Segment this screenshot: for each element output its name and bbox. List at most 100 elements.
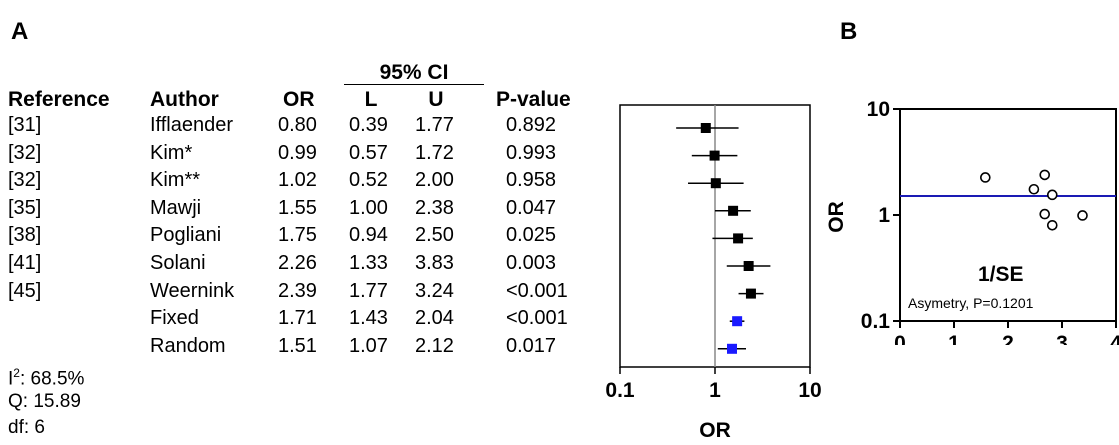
funnel-x-tick-label: 1 — [948, 332, 960, 345]
cell-pvalue: 0.892 — [506, 114, 557, 136]
forest-point — [732, 316, 743, 327]
forest-point — [710, 178, 721, 189]
cell-or: 1.02 — [278, 169, 317, 192]
funnel-point — [1077, 210, 1088, 221]
i2-label: I — [8, 368, 14, 390]
funnel-point — [1039, 208, 1051, 220]
funnel-point — [1028, 183, 1040, 195]
funnel-y-label: OR — [825, 201, 848, 233]
funnel-annotation: Asymetry, P=0.1201 — [908, 295, 1034, 311]
cell-upper: 2.50 — [415, 224, 454, 247]
funnel-y-tick-label: 0.1 — [861, 310, 891, 333]
forest-point — [709, 150, 720, 161]
funnel-plot: 0 1 2 3 4 0.1 1 10 Asymetry, P=0.1201 OR — [825, 98, 1119, 345]
cell-upper: 2.04 — [415, 307, 454, 330]
header-or: OR — [283, 88, 315, 111]
forest-x-tick-label: 1 — [709, 379, 721, 402]
stat-i2: I2: 68.5% — [8, 366, 84, 390]
cell-reference: [32] — [8, 169, 42, 192]
funnel-y-tick-label: 1 — [878, 204, 890, 227]
cell-author: Fixed — [150, 307, 199, 330]
cell-lower: 0.57 — [349, 141, 388, 164]
cell-upper: 3.83 — [415, 252, 454, 274]
cell-reference: [32] — [8, 141, 42, 164]
i2-value: : 68.5% — [19, 368, 85, 390]
cell-lower: 1.07 — [349, 334, 388, 357]
forest-point — [700, 123, 711, 133]
cell-lower: 0.94 — [349, 224, 388, 247]
cell-or: 1.71 — [278, 307, 317, 330]
forest-point — [727, 343, 738, 354]
cell-or: 0.99 — [278, 141, 317, 164]
cell-or: 1.75 — [278, 224, 317, 247]
cell-lower: 1.33 — [349, 252, 388, 274]
cell-author: Weernink — [150, 279, 235, 302]
funnel-x-tick-label: 3 — [1056, 332, 1068, 345]
cell-author: Ifflaender — [150, 114, 234, 136]
funnel-axes: 0 1 2 3 4 0.1 1 10 — [861, 98, 1119, 345]
cell-upper: 2.12 — [415, 334, 454, 357]
cell-upper: 2.00 — [415, 169, 454, 192]
forest-point — [745, 288, 756, 299]
cell-pvalue: 0.025 — [506, 224, 557, 247]
cell-lower: 1.00 — [349, 196, 388, 219]
panel-label-b: B — [840, 18, 858, 45]
header-reference: Reference — [8, 88, 110, 111]
ci-header: 95% CI — [379, 61, 449, 84]
funnel-x-tick-label: 2 — [1002, 332, 1014, 345]
cell-author: Mawji — [150, 196, 202, 219]
forest-x-tick-label: 10 — [798, 379, 821, 402]
cell-author: Kim** — [150, 169, 201, 192]
funnel-point — [1039, 169, 1051, 181]
forest-plot: 0.1 1 10 OR — [605, 104, 822, 442]
cell-author: Pogliani — [150, 224, 222, 247]
forest-point — [728, 205, 739, 216]
cell-lower: 0.52 — [349, 169, 388, 192]
header-author: Author — [150, 88, 219, 111]
cell-or: 1.55 — [278, 196, 317, 219]
funnel-x-tick-label: 4 — [1110, 332, 1119, 345]
panel-label-a: A — [11, 18, 29, 45]
funnel-x-tick-label: 0 — [894, 332, 906, 345]
header-lower: L — [364, 88, 378, 111]
cell-author: Random — [150, 334, 226, 357]
forest-point — [733, 233, 744, 244]
i2-superscript: 2 — [13, 366, 20, 380]
forest-x-label: OR — [699, 419, 731, 442]
cell-upper: 3.24 — [415, 279, 454, 302]
cell-or: 0.80 — [278, 114, 317, 136]
cell-or: 2.26 — [278, 252, 317, 274]
funnel-point — [1046, 189, 1058, 201]
cell-pvalue: 0.047 — [506, 196, 557, 219]
cell-author: Solani — [150, 252, 206, 274]
forest-marks — [676, 123, 771, 354]
forest-x-tick-label: 0.1 — [605, 379, 635, 402]
funnel-x-label: 1/SE — [978, 263, 1024, 286]
cell-author: Kim* — [150, 141, 193, 164]
stat-q: Q: 15.89 — [8, 391, 81, 412]
cell-lower: 0.39 — [349, 114, 388, 136]
cell-pvalue: <0.001 — [506, 279, 568, 302]
funnel-marks — [900, 169, 1116, 231]
cell-pvalue: <0.001 — [506, 307, 568, 330]
cell-or: 1.51 — [278, 334, 317, 357]
cell-lower: 1.43 — [349, 307, 388, 330]
cell-reference: [38] — [8, 224, 42, 247]
forest-x-axis: 0.1 1 10 — [605, 367, 822, 402]
cell-lower: 1.77 — [349, 279, 388, 302]
cell-reference: [35] — [8, 196, 42, 219]
funnel-point — [1046, 219, 1058, 231]
cell-upper: 1.77 — [415, 114, 454, 136]
cell-upper: 1.72 — [415, 141, 454, 164]
funnel-point — [980, 172, 991, 183]
cell-pvalue: 0.017 — [506, 334, 557, 357]
cell-reference: [41] — [8, 252, 42, 274]
funnel-y-tick-label: 10 — [867, 98, 890, 121]
cell-pvalue: 0.958 — [506, 169, 557, 192]
header-upper: U — [428, 88, 444, 111]
cell-upper: 2.38 — [415, 196, 454, 219]
cell-pvalue: 0.993 — [506, 141, 557, 164]
cell-or: 2.39 — [278, 279, 317, 302]
ci-header-rule — [344, 84, 484, 85]
cell-reference: [45] — [8, 279, 42, 302]
